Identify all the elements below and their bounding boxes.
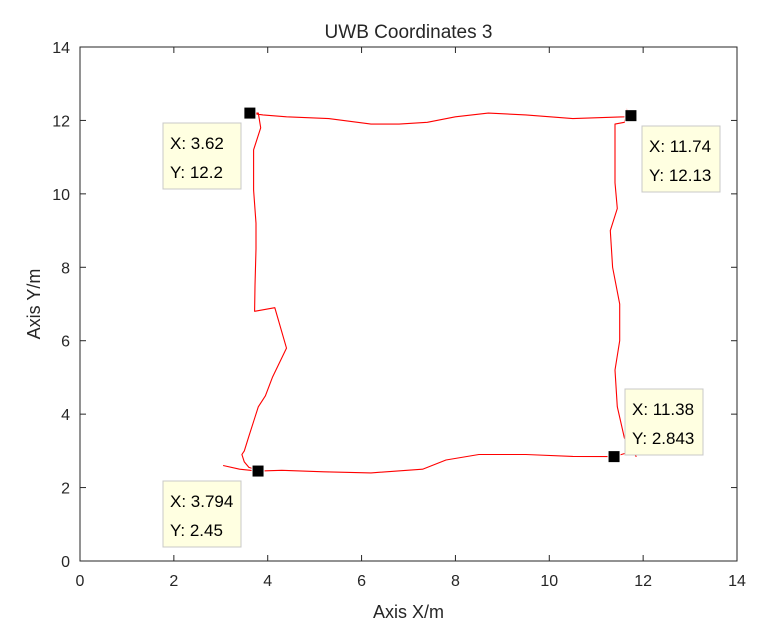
datatip-x-text: X: 3.794 — [170, 492, 233, 511]
y-tick-label: 14 — [52, 40, 70, 57]
datatip-y-text: Y: 12.2 — [170, 163, 223, 182]
datatip-x-text: X: 3.62 — [170, 134, 224, 153]
x-tick-label: 0 — [76, 573, 85, 590]
y-tick-label: 6 — [61, 334, 70, 351]
datatip-y-text: Y: 12.13 — [649, 166, 711, 185]
y-tick-label: 8 — [61, 260, 70, 277]
datatip-marker[interactable] — [624, 109, 638, 123]
datatip-box — [162, 480, 242, 548]
x-tick-label: 14 — [728, 573, 746, 590]
x-tick-label: 6 — [357, 573, 366, 590]
datatip-box — [641, 125, 721, 193]
x-tick-label: 12 — [634, 573, 652, 590]
y-tick-label: 10 — [52, 187, 70, 204]
datatip-box — [162, 122, 242, 190]
datatips: X: 3.62 Y: 12.2 X: 11.74 Y: 12.13 X: 11.38 Y:… — [162, 122, 721, 548]
datatip-x-text: X: 11.74 — [649, 137, 711, 156]
x-tick-label: 8 — [451, 573, 460, 590]
x-tick-label: 2 — [169, 573, 178, 590]
datatip-x-text: X: 11.38 — [632, 400, 694, 419]
tick-labels: 0 2 4 6 8 10 12 14 0 2 4 6 8 10 12 14 — [52, 40, 746, 590]
y-tick-label: 12 — [52, 113, 70, 130]
datatip-y-text: Y: 2.843 — [632, 429, 694, 448]
y-axis-label: Axis Y/m — [24, 269, 44, 340]
chart-title: UWB Coordinates 3 — [325, 22, 493, 43]
datatip-marker[interactable] — [251, 464, 265, 478]
trajectory-line — [222, 108, 637, 474]
datatip-markers — [243, 106, 638, 478]
x-tick-label: 10 — [540, 573, 558, 590]
y-tick-label: 2 — [61, 481, 70, 498]
y-tick-label: 0 — [61, 554, 70, 571]
axis-ticks — [79, 46, 738, 562]
series-group — [222, 108, 637, 474]
datatip-y-text: Y: 2.45 — [170, 521, 223, 540]
datatip-marker[interactable] — [243, 106, 257, 120]
datatip-marker[interactable] — [607, 450, 621, 464]
x-tick-label: 4 — [263, 573, 272, 590]
datatip-box — [624, 388, 704, 456]
y-tick-label: 4 — [61, 407, 70, 424]
x-axis-label: Axis X/m — [373, 602, 444, 622]
